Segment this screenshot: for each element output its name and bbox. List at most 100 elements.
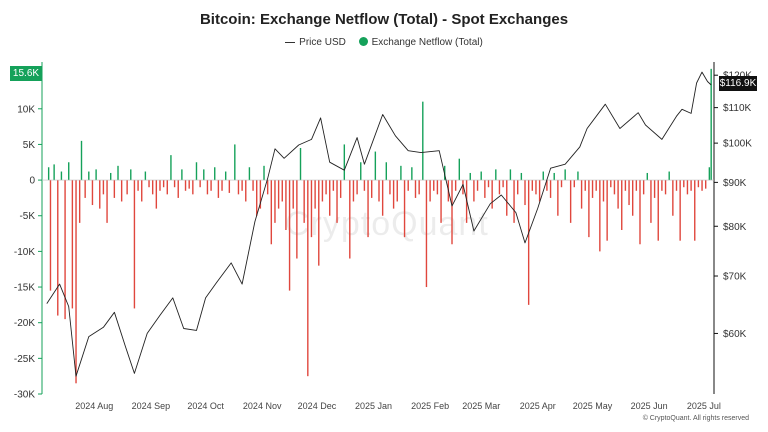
netflow-bar: [701, 180, 703, 191]
netflow-bar: [332, 180, 335, 191]
netflow-bar: [151, 180, 154, 195]
netflow-bar: [642, 180, 645, 195]
left-axis-tick-label: 0: [29, 176, 35, 187]
right-axis-tick-label: $80K: [723, 222, 747, 233]
left-axis-tick-label: -30K: [14, 390, 35, 401]
netflow-bar: [336, 180, 338, 223]
legend-label-netflow: Exchange Netflow (Total): [371, 37, 483, 48]
netflow-bar: [433, 180, 435, 191]
chart-title: Bitcoin: Exchange Netflow (Total) - Spot…: [199, 11, 569, 28]
x-axis-tick-label: 2024 Oct: [187, 401, 224, 411]
netflow-bar: [195, 162, 198, 181]
netflow-bar: [252, 180, 254, 191]
left-axis-tick-label: -25K: [14, 354, 35, 365]
netflow-bar: [170, 155, 172, 181]
netflow-bar: [274, 180, 276, 223]
chart-legend: Price USD Exchange Netflow (Total): [0, 37, 768, 48]
netflow-bar: [203, 169, 205, 181]
netflow-bar: [177, 180, 179, 198]
netflow-bar: [159, 180, 161, 191]
netflow-bar: [155, 180, 158, 209]
netflow-bar: [184, 180, 187, 191]
netflow-bar: [221, 180, 223, 191]
legend-item-price[interactable]: Price USD: [285, 37, 346, 48]
left-axis-tick-label: 10K: [17, 104, 35, 115]
netflow-bar: [141, 180, 143, 202]
netflow-bar: [591, 180, 594, 198]
netflow-bar: [661, 180, 663, 191]
netflow-bar: [502, 180, 504, 188]
netflow-bar: [64, 180, 66, 320]
netflow-bar: [484, 180, 486, 198]
netflow-bar: [639, 180, 641, 245]
netflow-bar: [148, 180, 150, 188]
netflow-bar: [560, 180, 563, 188]
left-axis-tick-label: -20K: [14, 318, 35, 329]
netflow-bar: [710, 68, 712, 181]
netflow-bar: [303, 180, 305, 223]
x-axis-tick-label: 2025 Mar: [462, 401, 500, 411]
legend-label-price: Price USD: [299, 37, 346, 48]
right-axis-tick-label: $110K: [723, 103, 752, 114]
netflow-bar: [469, 172, 471, 181]
netflow-bar: [370, 180, 373, 198]
netflow-bar: [173, 180, 176, 188]
x-axis-tick-label: 2024 Dec: [298, 401, 337, 411]
netflow-bar: [53, 164, 55, 181]
right-axis-tick-label: $100K: [723, 139, 752, 150]
netflow-bar: [381, 180, 384, 216]
netflow-bar: [210, 180, 212, 191]
netflow-bar: [339, 180, 342, 198]
netflow-bar: [473, 180, 475, 202]
netflow-bar: [80, 140, 83, 181]
netflow-bar: [549, 180, 552, 198]
netflow-bar: [318, 180, 320, 266]
x-axis-tick-label: 2024 Sep: [132, 401, 171, 411]
netflow-bar: [356, 180, 358, 195]
netflow-bar: [454, 180, 457, 191]
price-line: [46, 71, 712, 377]
netflow-bar: [277, 180, 280, 209]
netflow-bar: [57, 180, 59, 316]
netflow-bar: [657, 180, 659, 241]
netflow-bar: [292, 180, 294, 209]
netflow-bar: [527, 180, 530, 305]
netflow-bar: [436, 180, 439, 195]
netflow-bar: [47, 167, 50, 181]
netflow-bar: [78, 180, 81, 223]
netflow-bar: [75, 180, 77, 384]
line-legend-icon: [285, 41, 296, 43]
netflow-bar: [88, 171, 90, 181]
netflow-bar: [672, 180, 674, 216]
x-axis-tick-label: 2025 Apr: [520, 401, 556, 411]
netflow-bar: [513, 180, 515, 223]
netflow-bar: [613, 180, 616, 195]
netflow-bar: [137, 180, 139, 191]
netflow-bar: [546, 180, 548, 191]
netflow-bar: [480, 171, 482, 181]
netflow-bar: [256, 180, 258, 216]
netflow-bar: [535, 180, 537, 195]
netflow-bar: [106, 180, 108, 223]
netflow-bar: [95, 169, 97, 181]
netflow-bar: [704, 180, 707, 189]
netflow-bar: [407, 180, 409, 191]
netflow-bar: [679, 180, 681, 241]
netflow-bar: [299, 148, 302, 181]
netflow-bar: [610, 180, 612, 188]
netflow-bar: [245, 180, 247, 202]
netflow-bar: [569, 180, 572, 223]
netflow-bar: [462, 180, 464, 195]
netflow-bar: [166, 180, 168, 195]
netflow-bar: [99, 180, 101, 209]
netflow-bar: [310, 180, 313, 238]
netflow-bar: [557, 180, 559, 216]
netflow-bar: [414, 180, 417, 198]
netflow-bar: [374, 151, 377, 181]
netflow-bar: [329, 180, 331, 216]
netflow-bar: [126, 180, 128, 195]
netflow-bar: [102, 180, 105, 195]
netflow-bar: [580, 180, 583, 209]
legend-item-netflow[interactable]: Exchange Netflow (Total): [358, 37, 483, 48]
